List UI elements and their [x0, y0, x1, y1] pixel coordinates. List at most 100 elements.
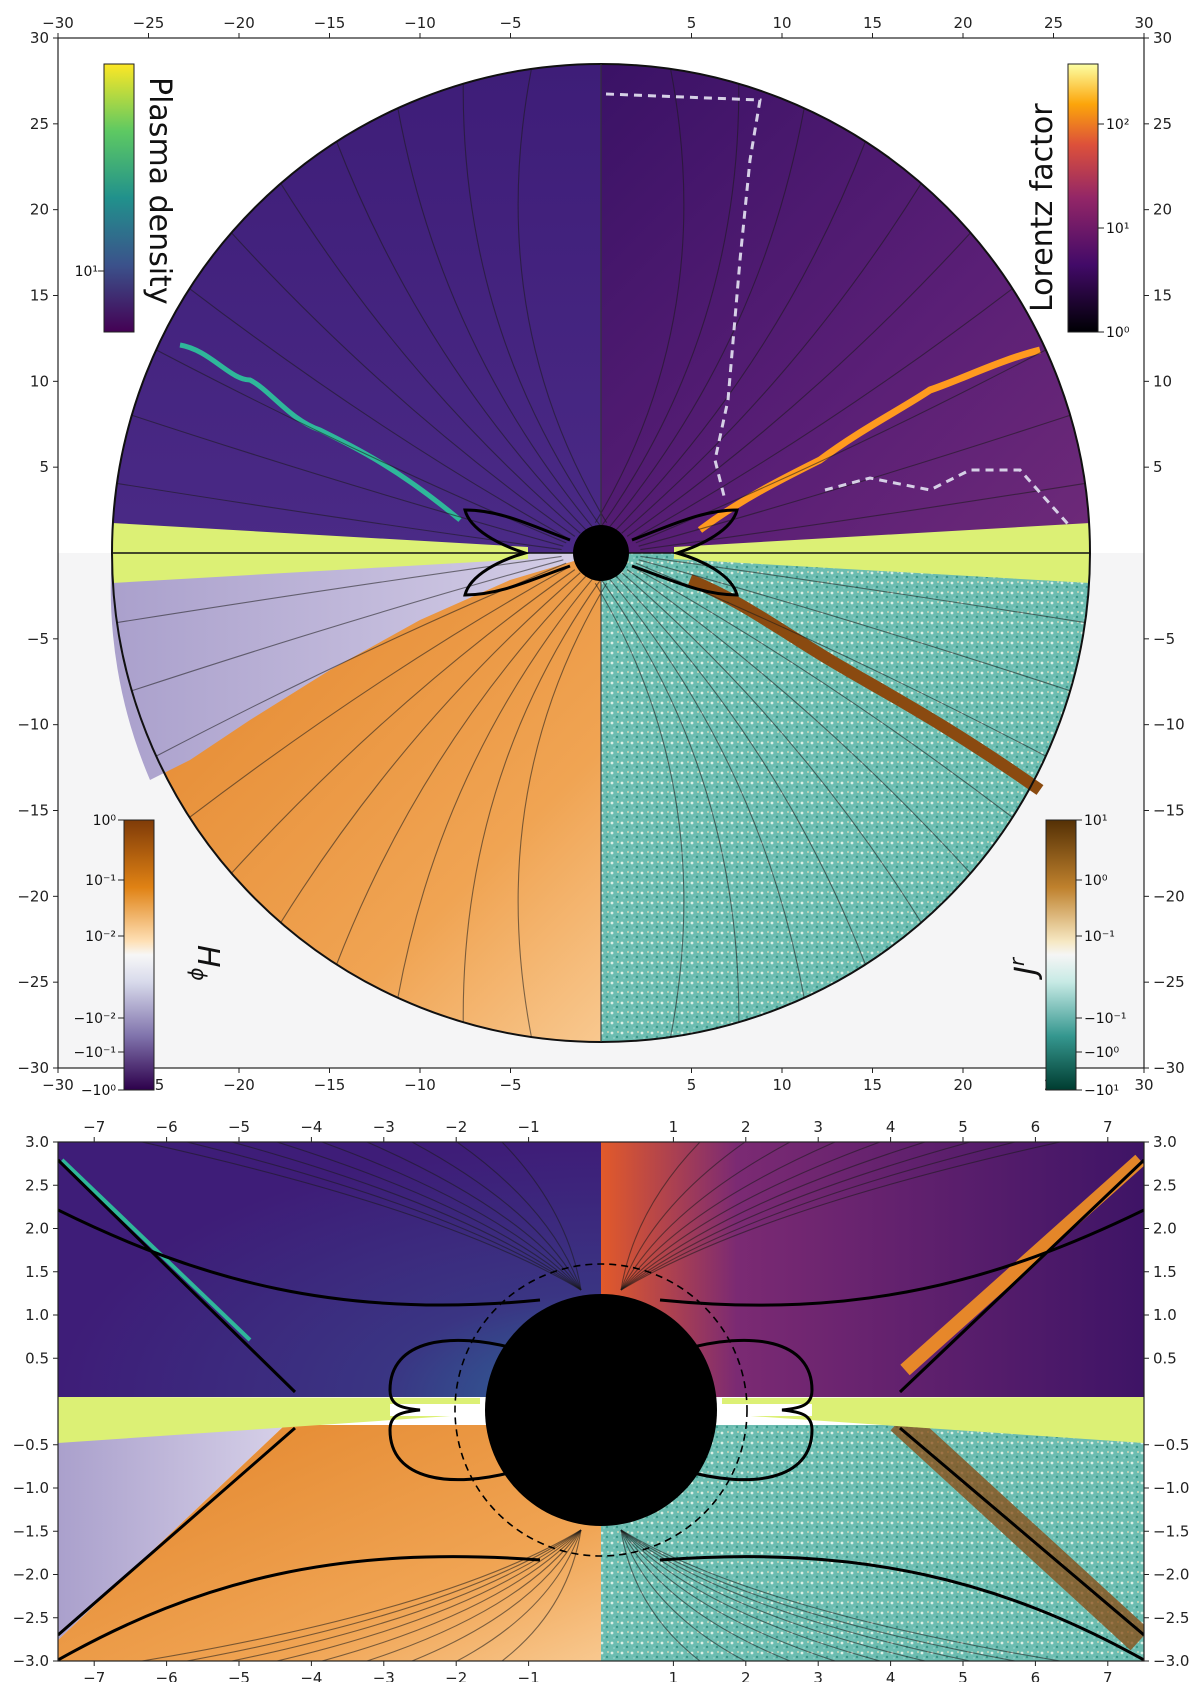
x-tick-label-bottom: 15 — [863, 1076, 882, 1094]
field-line — [189, 565, 571, 818]
y-tick-label-left: −1.0 — [13, 1479, 49, 1497]
x-tick-label-bottom: −30 — [42, 1076, 74, 1094]
field-line — [620, 1529, 881, 1661]
field-line — [366, 1529, 582, 1661]
field-line — [501, 1142, 582, 1291]
field-line — [231, 1529, 582, 1661]
y-tick-label-right: 15 — [1153, 287, 1172, 305]
x-tick-label-top: 15 — [863, 14, 882, 32]
bottom-panel — [58, 1142, 1144, 1661]
x-tick-label-top: 30 — [1134, 14, 1153, 32]
y-tick-label-left: −1.5 — [13, 1522, 49, 1540]
field-line — [501, 1529, 582, 1661]
y-tick-label-right: −20 — [1153, 887, 1185, 905]
y-tick-label-left: 25 — [30, 115, 49, 133]
colorbar-plasma-tick: 10¹ — [75, 264, 98, 280]
y-tick-label-right: −25 — [1153, 973, 1185, 991]
field-line — [280, 183, 581, 534]
x-tick-label-top: −3 — [373, 1118, 395, 1136]
x-tick-label-top: 10 — [772, 14, 791, 32]
x-tick-label-top: −6 — [156, 1118, 178, 1136]
bottom-current-sheet-plasma — [60, 1158, 252, 1342]
colorbar-tick: 10⁻² — [85, 929, 116, 945]
field-line — [456, 1142, 582, 1291]
plasma-density-quadrant — [112, 64, 601, 553]
field-line — [638, 414, 1071, 547]
colorbar-tick: 10⁰ — [93, 813, 117, 829]
x-tick-label-top: −25 — [133, 14, 165, 32]
y-tick-label-left: 0.5 — [25, 1349, 49, 1367]
y-tick-label-right: 25 — [1153, 115, 1172, 133]
field-line — [601, 580, 740, 1023]
y-tick-label-right: 10 — [1153, 372, 1172, 390]
y-tick-label-left: −3.0 — [13, 1652, 49, 1670]
field-line — [336, 141, 587, 531]
field-line — [276, 1142, 582, 1291]
colorbar-lorentz-tick: 10⁰ — [1106, 325, 1130, 341]
x-tick-label-bottom: −4 — [300, 1669, 322, 1682]
y-tick-label-right: −5 — [1153, 630, 1175, 648]
colorbar-lorentz-factor: 10² 10¹ 10⁰ Lorentz factor — [1025, 63, 1130, 341]
field-line — [131, 559, 564, 692]
y-tick-label-left: −15 — [17, 802, 49, 820]
field-line — [462, 83, 601, 526]
field-line — [620, 1529, 746, 1661]
y-tick-label-right: −3.0 — [1153, 1652, 1189, 1670]
x-tick-label-bottom: −1 — [518, 1669, 540, 1682]
y-tick-label-right: −1.0 — [1153, 1479, 1189, 1497]
black-hole — [573, 525, 629, 581]
lorentz-factor-quadrant — [601, 64, 1090, 553]
x-tick-label-top: 5 — [687, 14, 697, 32]
x-tick-label-bottom: 6 — [1031, 1669, 1041, 1682]
colorbar-tick: 10⁻¹ — [85, 873, 116, 889]
ergosphere-dashed — [454, 1263, 748, 1557]
colorbar-plasma-label: Plasma density — [142, 77, 177, 305]
x-tick-label-top: −7 — [83, 1118, 105, 1136]
field-line — [321, 1142, 582, 1291]
y-tick-label-right: −2.5 — [1153, 1609, 1189, 1627]
bottom-current-sheet-lorentz — [900, 1154, 1144, 1376]
field-line — [116, 555, 562, 624]
top-axes-frame — [57, 37, 1145, 1069]
field-line — [620, 1142, 836, 1291]
field-line — [615, 575, 866, 965]
field-line — [231, 1142, 582, 1291]
field-line — [620, 1529, 971, 1661]
colorbar-tick: −10¹ — [1084, 1083, 1119, 1099]
x-tick-label-bottom: 7 — [1103, 1669, 1113, 1682]
x-tick-label-top: 4 — [886, 1118, 896, 1136]
y-tick-label-left: 2.0 — [25, 1220, 49, 1238]
field-line — [621, 572, 922, 923]
field-line — [231, 232, 576, 537]
x-tick-label-bottom: −3 — [373, 1669, 395, 1682]
colorbar-tick: −10⁰ — [81, 1083, 117, 1099]
field-line — [621, 183, 922, 534]
x-tick-label-bottom: −10 — [404, 1076, 436, 1094]
y-tick-label-right: 2.0 — [1153, 1220, 1177, 1238]
colorbar-tick: −10⁻¹ — [73, 1045, 116, 1061]
x-tick-label-bottom: 10 — [772, 1076, 791, 1094]
bottom-separatrix — [58, 1158, 1144, 1661]
colorbar-lorentz-label: Lorentz factor — [1025, 103, 1060, 312]
current-sheet-lorentz — [697, 346, 1041, 533]
y-tick-label-right: 30 — [1153, 29, 1172, 47]
field-line — [620, 1529, 926, 1661]
magnetosphere-contour — [463, 508, 739, 597]
bottom-black-hole — [485, 1294, 717, 1526]
x-tick-label-bottom: −5 — [499, 1076, 521, 1094]
y-tick-label-left: 3.0 — [25, 1133, 49, 1151]
bottom-disk-gap — [390, 1404, 812, 1416]
y-tick-label-right: −2.0 — [1153, 1566, 1189, 1584]
x-tick-label-top: 6 — [1031, 1118, 1041, 1136]
field-line — [601, 83, 740, 526]
bottom-magnetosphere — [388, 1338, 814, 1482]
x-tick-label-top: −30 — [42, 14, 74, 32]
field-line — [620, 1142, 971, 1291]
x-tick-label-top: −2 — [445, 1118, 467, 1136]
colorbar-plasma-density: 10¹ Plasma density — [75, 63, 177, 333]
field-line — [640, 555, 1086, 624]
field-line — [141, 1142, 582, 1291]
field-line — [640, 482, 1086, 551]
bottom-field-lines — [141, 1142, 1061, 1661]
